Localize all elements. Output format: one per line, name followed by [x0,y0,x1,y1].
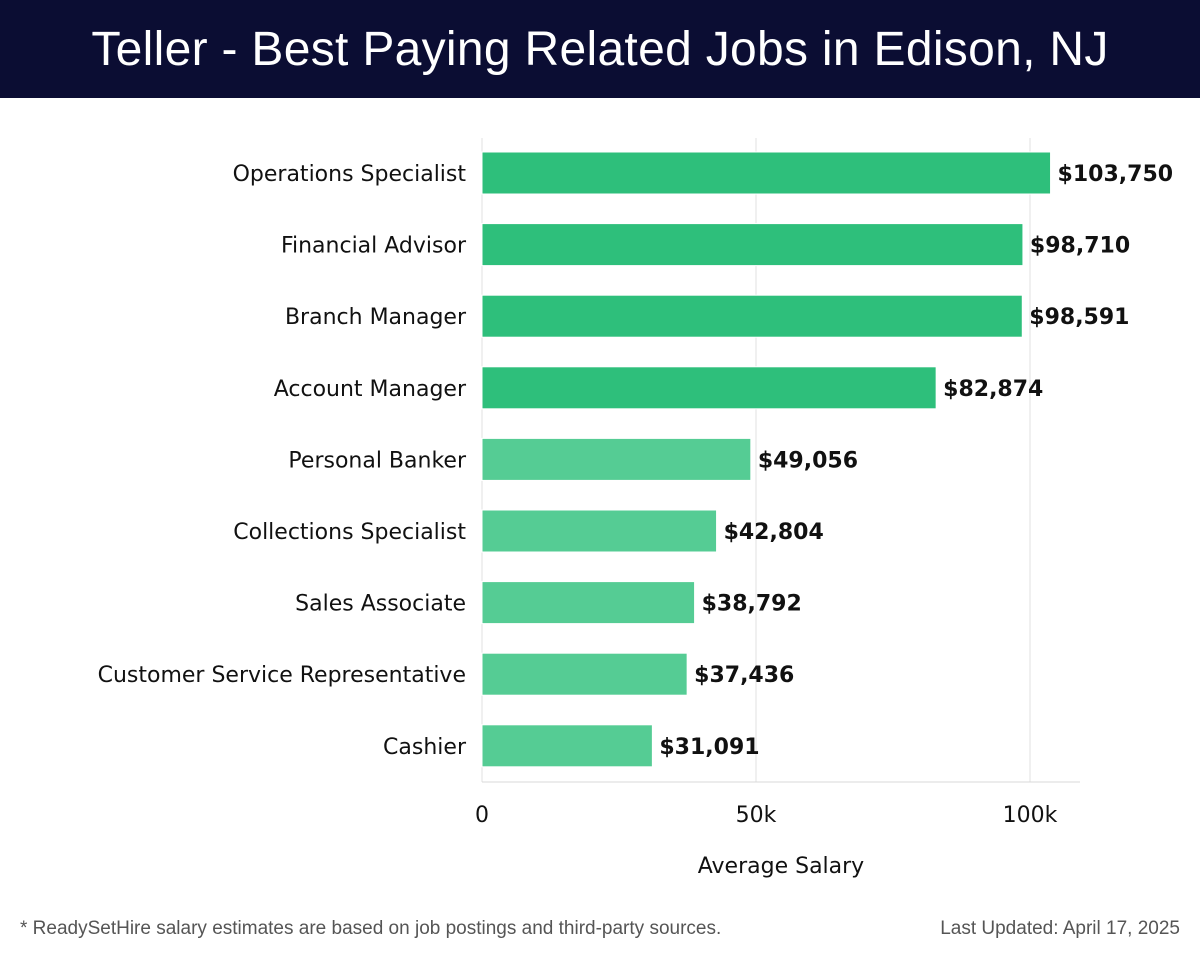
category-label: Account Manager [274,377,467,402]
value-label: $31,091 [659,735,759,760]
x-axis-label: Average Salary [698,854,864,879]
category-label: Financial Advisor [281,234,467,259]
bar [481,294,1023,338]
value-label: $82,874 [943,377,1043,402]
category-label: Personal Banker [288,448,467,473]
bar [481,437,752,481]
x-tick-label: 50k [736,803,777,828]
x-tick-label: 100k [1003,803,1058,828]
category-label: Collections Specialist [233,520,466,545]
bar [481,652,688,696]
value-label: $103,750 [1058,162,1174,187]
bar [481,223,1024,267]
value-label: $49,056 [758,448,858,473]
value-label: $37,436 [694,663,794,688]
category-label: Cashier [383,735,467,760]
category-label: Sales Associate [295,592,466,617]
category-label: Customer Service Representative [98,663,466,688]
category-label: Operations Specialist [233,162,467,187]
last-updated: Last Updated: April 17, 2025 [940,918,1180,939]
value-label: $98,710 [1030,234,1130,259]
bar [481,366,937,410]
value-label: $98,591 [1029,305,1129,330]
bar [481,509,718,553]
value-label: $38,792 [702,592,802,617]
title-banner: Teller - Best Paying Related Jobs in Edi… [0,0,1200,98]
footnote: * ReadySetHire salary estimates are base… [20,918,722,939]
bar [481,151,1052,195]
chart-title: Teller - Best Paying Related Jobs in Edi… [91,22,1109,76]
category-label: Branch Manager [285,305,467,330]
value-label: $42,804 [724,520,824,545]
x-tick-label: 0 [475,803,489,828]
bar-chart: Operations Specialist $103,750 Financial A… [98,138,1174,879]
bar [481,724,653,768]
bar [481,581,696,625]
